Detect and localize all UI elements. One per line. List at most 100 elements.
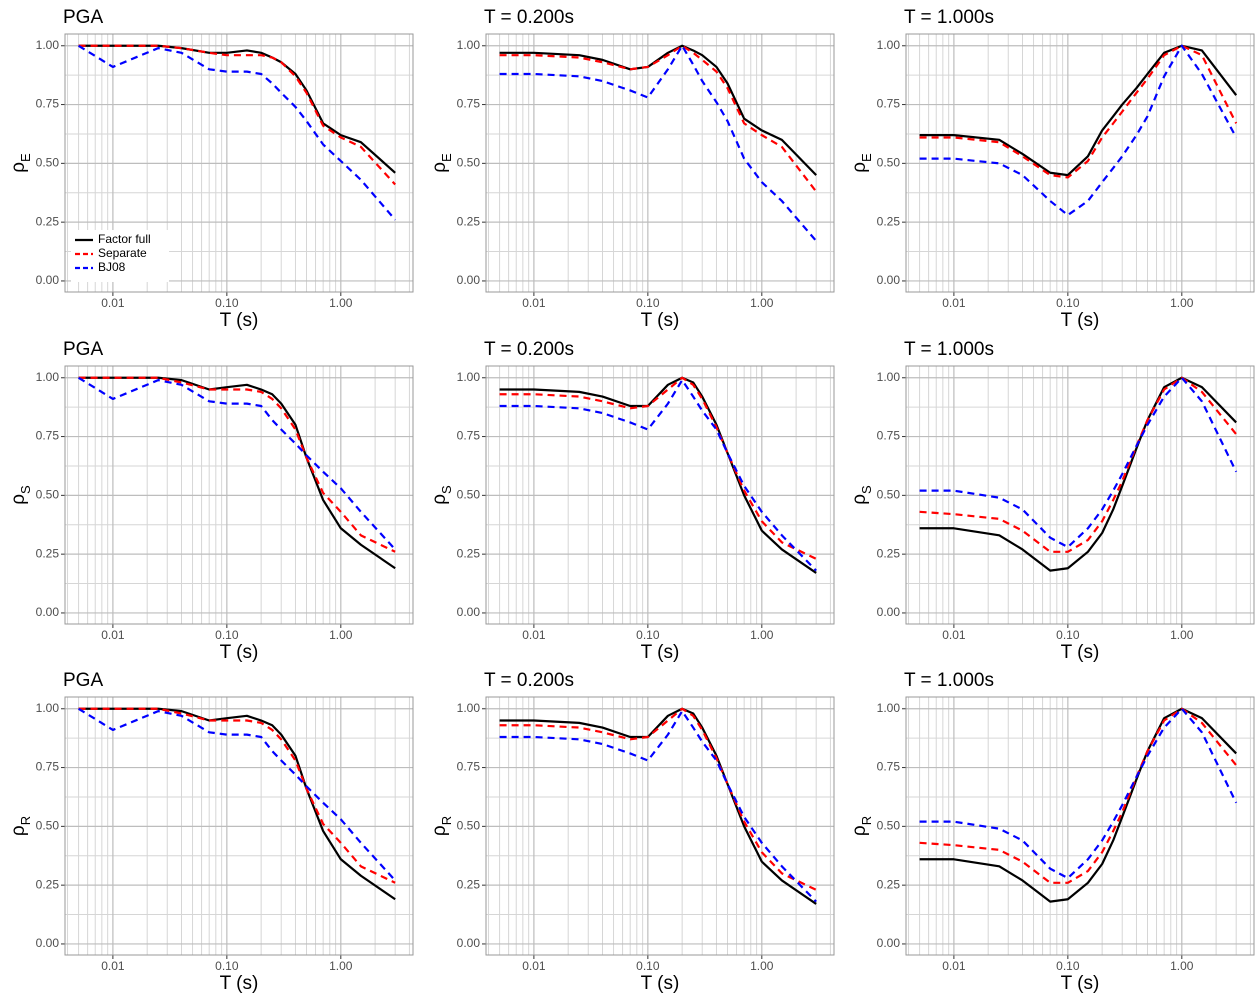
y-tick-label: 0.00 bbox=[36, 273, 60, 287]
x-tick-label: 1.00 bbox=[750, 628, 774, 642]
x-axis-title: T (s) bbox=[220, 310, 259, 331]
y-axis-subscript: E bbox=[18, 153, 33, 162]
plot-border bbox=[485, 696, 835, 956]
y-axis-subscript: R bbox=[859, 816, 874, 825]
y-axis-title: ρE bbox=[849, 153, 874, 173]
legend-label: Separate bbox=[98, 246, 147, 260]
series-line bbox=[499, 707, 817, 905]
x-tick-label: 0.01 bbox=[942, 959, 966, 973]
y-tick-label: 0.75 bbox=[457, 97, 481, 111]
series-line bbox=[499, 379, 817, 572]
x-tick-label: 0.10 bbox=[1056, 628, 1080, 642]
y-axis-title: ρR bbox=[429, 816, 454, 836]
legend-label: Factor full bbox=[98, 232, 151, 246]
series-line bbox=[499, 376, 817, 574]
y-tick-label: 0.50 bbox=[36, 156, 60, 170]
plot-border bbox=[485, 365, 835, 625]
panel-title: T = 1.000s bbox=[904, 7, 994, 28]
y-tick-label: 0.00 bbox=[457, 936, 481, 950]
panel-title: PGA bbox=[63, 7, 103, 28]
panel-title: T = 1.000s bbox=[904, 339, 994, 360]
y-axis-title: ρS bbox=[849, 485, 874, 505]
y-tick-label: 0.75 bbox=[877, 429, 901, 443]
y-axis-symbol: ρ bbox=[429, 825, 450, 836]
x-tick-label: 0.10 bbox=[636, 296, 660, 310]
x-axis-title: T (s) bbox=[1061, 973, 1100, 994]
plot-border bbox=[905, 696, 1255, 956]
y-tick-label: 0.50 bbox=[457, 819, 481, 833]
x-tick-label: 0.01 bbox=[101, 628, 125, 642]
y-axis-symbol: ρ bbox=[849, 494, 870, 505]
x-axis-title: T (s) bbox=[641, 642, 680, 663]
y-tick-label: 0.25 bbox=[457, 546, 481, 560]
x-tick-label: 1.00 bbox=[1170, 959, 1194, 973]
y-tick-label: 0.25 bbox=[877, 877, 901, 891]
y-axis-title: ρE bbox=[429, 153, 454, 173]
y-axis-title: ρS bbox=[8, 485, 33, 505]
series-line bbox=[78, 44, 396, 174]
y-axis-title: ρS bbox=[429, 485, 454, 505]
x-tick-label: 0.10 bbox=[636, 959, 660, 973]
y-tick-label: 0.00 bbox=[457, 273, 481, 287]
plot-border bbox=[485, 33, 835, 293]
y-axis-symbol: ρ bbox=[8, 494, 29, 505]
legend-label: BJ08 bbox=[98, 260, 126, 274]
y-tick-label: 1.00 bbox=[457, 38, 481, 52]
x-tick-label: 0.10 bbox=[215, 628, 239, 642]
y-tick-label: 1.00 bbox=[36, 701, 60, 715]
panel-title: T = 0.200s bbox=[484, 339, 574, 360]
y-tick-label: 0.50 bbox=[457, 488, 481, 502]
y-axis-subscript: S bbox=[18, 485, 33, 494]
x-tick-label: 1.00 bbox=[750, 296, 774, 310]
panel: 0.01 0.10 1.000.000.250.500.751.00T = 1.00… bbox=[849, 670, 1255, 994]
series-line bbox=[919, 44, 1238, 179]
y-axis-symbol: ρ bbox=[8, 162, 29, 173]
x-axis-title: T (s) bbox=[220, 973, 259, 994]
y-axis-subscript: R bbox=[439, 816, 454, 825]
y-tick-label: 0.75 bbox=[36, 760, 60, 774]
y-tick-label: 0.25 bbox=[36, 546, 60, 560]
series-line bbox=[78, 707, 396, 882]
panel: 0.01 0.10 1.000.000.250.500.751.00T = 0.20… bbox=[429, 7, 835, 331]
y-tick-label: 0.00 bbox=[877, 273, 901, 287]
y-axis-symbol: ρ bbox=[8, 825, 29, 836]
series-line bbox=[78, 376, 396, 570]
y-tick-label: 1.00 bbox=[457, 701, 481, 715]
y-axis-title: ρR bbox=[8, 816, 33, 836]
y-tick-label: 0.00 bbox=[877, 936, 901, 950]
y-tick-label: 1.00 bbox=[457, 370, 481, 384]
series-line bbox=[499, 44, 818, 193]
y-tick-label: 0.75 bbox=[457, 429, 481, 443]
y-tick-label: 1.00 bbox=[36, 38, 60, 52]
plot-border bbox=[64, 365, 414, 625]
x-tick-label: 0.10 bbox=[1056, 296, 1080, 310]
y-axis-symbol: ρ bbox=[429, 162, 450, 173]
y-tick-label: 0.50 bbox=[877, 156, 901, 170]
y-tick-label: 0.75 bbox=[36, 429, 60, 443]
x-tick-label: 0.01 bbox=[101, 296, 125, 310]
x-tick-label: 1.00 bbox=[1170, 628, 1194, 642]
y-axis-title: ρE bbox=[8, 153, 33, 173]
panel: 0.01 0.10 1.000.000.250.500.751.00T = 0.20… bbox=[429, 339, 835, 663]
x-tick-label: 0.10 bbox=[636, 628, 660, 642]
y-tick-label: 0.50 bbox=[877, 488, 901, 502]
y-tick-label: 0.00 bbox=[36, 605, 60, 619]
plot-border bbox=[905, 33, 1255, 293]
y-tick-label: 0.75 bbox=[877, 760, 901, 774]
panel: 0.01 0.10 1.000.000.250.500.751.00T = 0.20… bbox=[429, 670, 835, 994]
y-tick-label: 0.25 bbox=[877, 546, 901, 560]
y-tick-label: 0.75 bbox=[877, 97, 901, 111]
x-tick-label: 0.10 bbox=[215, 296, 239, 310]
legend-box bbox=[71, 230, 169, 282]
y-tick-label: 0.75 bbox=[457, 760, 481, 774]
x-axis-title: T (s) bbox=[1061, 310, 1100, 331]
x-tick-label: 0.01 bbox=[942, 296, 966, 310]
plot-border bbox=[905, 365, 1255, 625]
y-axis-symbol: ρ bbox=[849, 825, 870, 836]
panel-title: PGA bbox=[63, 339, 103, 360]
x-tick-label: 0.10 bbox=[1056, 959, 1080, 973]
y-tick-label: 1.00 bbox=[877, 370, 901, 384]
